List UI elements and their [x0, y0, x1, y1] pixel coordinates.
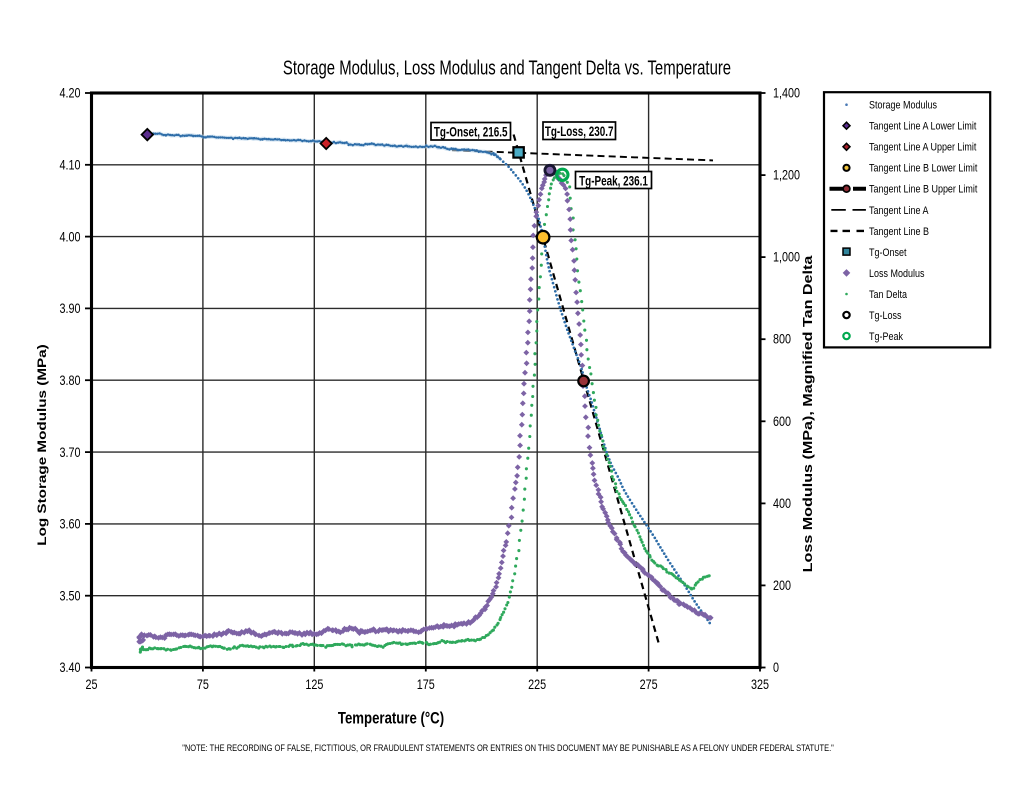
svg-text:600: 600 — [773, 414, 791, 429]
svg-text:1,000: 1,000 — [773, 249, 800, 264]
svg-text:3.50: 3.50 — [59, 588, 80, 603]
svg-text:3.40: 3.40 — [59, 660, 80, 675]
svg-text:3.60: 3.60 — [59, 516, 80, 531]
svg-text:Tg-Peak, 236.1: Tg-Peak, 236.1 — [579, 174, 648, 189]
svg-text:4.20: 4.20 — [59, 86, 80, 101]
svg-text:Tangent Line A Lower Limit: Tangent Line A Lower Limit — [869, 121, 977, 133]
svg-text:0: 0 — [773, 660, 779, 675]
svg-text:3.70: 3.70 — [59, 445, 80, 460]
svg-text:Tg-Loss: Tg-Loss — [869, 310, 901, 322]
svg-text:Loss Modulus (MPa), Magnified: Loss Modulus (MPa), Magnified Tan Delta — [801, 255, 815, 573]
svg-text:Tg-Peak: Tg-Peak — [869, 331, 904, 343]
svg-text:Tangent Line B Upper Limit: Tangent Line B Upper Limit — [869, 184, 978, 196]
svg-text:Tan Delta: Tan Delta — [869, 289, 907, 301]
svg-text:Log Storage Modulus (MPa): Log Storage Modulus (MPa) — [35, 344, 48, 545]
svg-text:75: 75 — [197, 677, 209, 692]
svg-text:175: 175 — [417, 677, 435, 692]
svg-text:800: 800 — [773, 332, 791, 347]
svg-text:3.80: 3.80 — [59, 373, 80, 388]
svg-text:4.00: 4.00 — [59, 229, 80, 244]
svg-text:225: 225 — [528, 677, 546, 692]
svg-text:1,400: 1,400 — [773, 85, 800, 100]
svg-text:Tangent Line A Upper Limit: Tangent Line A Upper Limit — [869, 142, 977, 154]
svg-text:Tg-Onset, 216.5: Tg-Onset, 216.5 — [434, 125, 508, 140]
svg-text:Storage Modulus: Storage Modulus — [869, 100, 937, 112]
svg-text:1,200: 1,200 — [773, 167, 800, 182]
svg-text:200: 200 — [773, 578, 791, 593]
svg-text:Tg-Loss, 230.7: Tg-Loss, 230.7 — [545, 125, 614, 140]
svg-text:400: 400 — [773, 496, 791, 511]
svg-text:Tangent Line B Lower Limit: Tangent Line B Lower Limit — [869, 163, 978, 175]
svg-text:25: 25 — [85, 677, 97, 692]
svg-text:275: 275 — [640, 677, 658, 692]
svg-text:325: 325 — [751, 677, 769, 692]
svg-text:4.10: 4.10 — [59, 157, 80, 172]
svg-text:Storage Modulus, Loss Modulus: Storage Modulus, Loss Modulus and Tangen… — [283, 56, 731, 79]
svg-text:"NOTE: THE RECORDING OF FALSE,: "NOTE: THE RECORDING OF FALSE, FICTITIOU… — [182, 742, 834, 753]
svg-text:125: 125 — [305, 677, 323, 692]
svg-text:3.90: 3.90 — [59, 301, 80, 316]
svg-text:Temperature (°C): Temperature (°C) — [338, 709, 444, 728]
svg-text:Tg-Onset: Tg-Onset — [869, 247, 907, 259]
svg-text:Tangent Line A: Tangent Line A — [869, 205, 929, 217]
svg-text:Tangent Line B: Tangent Line B — [869, 226, 929, 238]
svg-text:Loss Modulus: Loss Modulus — [869, 268, 924, 280]
